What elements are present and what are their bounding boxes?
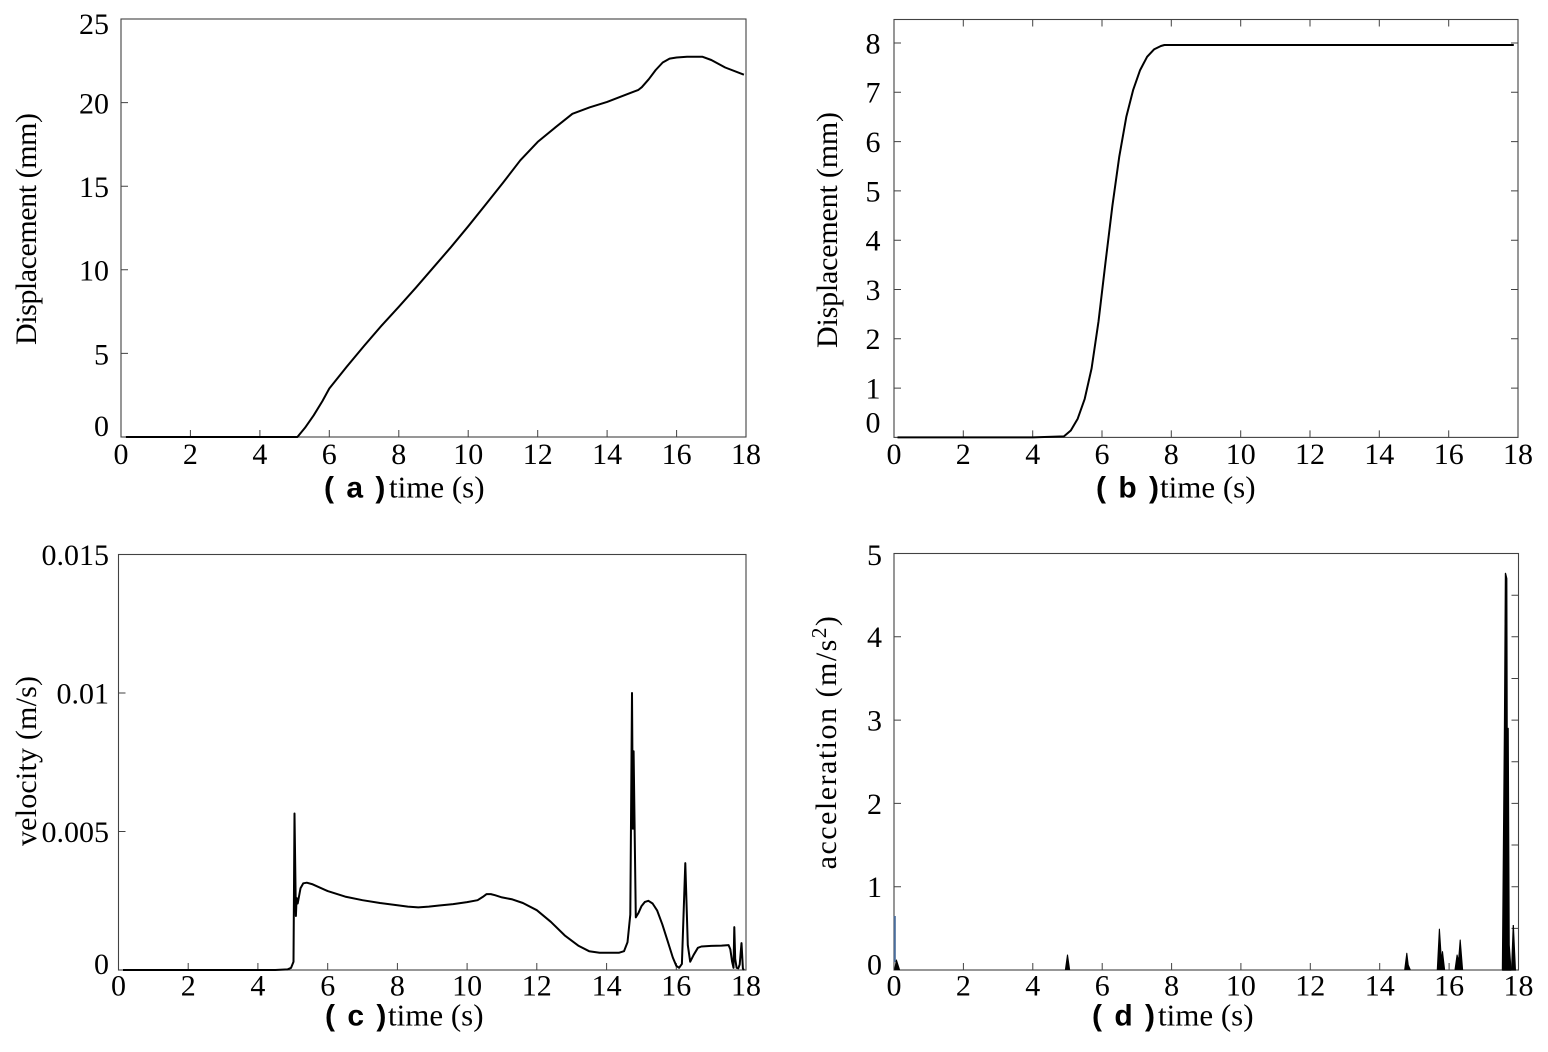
svg-text:1: 1 <box>867 871 882 904</box>
svg-text:5: 5 <box>866 175 881 208</box>
svg-text:10: 10 <box>79 255 109 288</box>
svg-text:2: 2 <box>866 323 881 356</box>
svg-text:( c ): ( c ) <box>325 1000 388 1033</box>
svg-text:0: 0 <box>887 438 902 471</box>
svg-text:6: 6 <box>866 126 881 159</box>
svg-text:2: 2 <box>181 970 196 1003</box>
svg-text:Displacement (mm): Displacement (mm) <box>811 112 844 348</box>
svg-text:10: 10 <box>453 438 483 471</box>
svg-text:2: 2 <box>183 438 198 471</box>
svg-text:14: 14 <box>592 438 622 471</box>
svg-text:8: 8 <box>1164 970 1179 1003</box>
svg-text:6: 6 <box>1095 970 1110 1003</box>
svg-text:0: 0 <box>867 948 882 981</box>
svg-text:7: 7 <box>866 77 881 110</box>
svg-text:5: 5 <box>867 539 882 572</box>
svg-text:time (s): time (s) <box>389 470 485 505</box>
svg-text:( d ): ( d ) <box>1092 1000 1157 1033</box>
svg-text:3: 3 <box>867 705 882 738</box>
svg-text:10: 10 <box>1226 438 1256 471</box>
svg-text:16: 16 <box>662 438 692 471</box>
svg-text:12: 12 <box>522 970 552 1003</box>
svg-text:8: 8 <box>866 27 881 60</box>
svg-text:3: 3 <box>866 274 881 307</box>
svg-text:16: 16 <box>661 970 691 1003</box>
svg-text:6: 6 <box>320 970 335 1003</box>
svg-text:0: 0 <box>94 948 109 981</box>
svg-text:time (s): time (s) <box>1158 998 1254 1033</box>
svg-text:14: 14 <box>592 970 622 1003</box>
svg-text:12: 12 <box>1295 970 1325 1003</box>
svg-text:velocity (m/s): velocity (m/s) <box>10 676 43 846</box>
svg-text:time (s): time (s) <box>388 998 484 1033</box>
svg-text:0: 0 <box>887 970 902 1003</box>
svg-text:18: 18 <box>731 970 761 1003</box>
svg-text:acceleration (m/s2): acceleration (m/s2) <box>807 615 843 870</box>
svg-text:time (s): time (s) <box>1160 470 1256 505</box>
svg-text:0.005: 0.005 <box>42 816 110 849</box>
svg-text:0: 0 <box>866 406 881 439</box>
svg-text:10: 10 <box>452 970 482 1003</box>
svg-text:6: 6 <box>322 438 337 471</box>
svg-text:16: 16 <box>1434 438 1464 471</box>
svg-text:10: 10 <box>1226 970 1256 1003</box>
svg-text:0.01: 0.01 <box>57 677 110 710</box>
svg-text:12: 12 <box>523 438 553 471</box>
svg-text:14: 14 <box>1365 970 1395 1003</box>
svg-text:2: 2 <box>956 438 971 471</box>
svg-text:25: 25 <box>79 8 109 41</box>
svg-text:15: 15 <box>79 171 109 204</box>
svg-text:8: 8 <box>390 970 405 1003</box>
svg-text:4: 4 <box>1025 438 1040 471</box>
svg-text:4: 4 <box>250 970 265 1003</box>
svg-text:6: 6 <box>1095 438 1110 471</box>
svg-text:8: 8 <box>1164 438 1179 471</box>
svg-text:Displacement (mm): Displacement (mm) <box>10 113 43 345</box>
svg-text:0: 0 <box>111 970 126 1003</box>
svg-text:( b ): ( b ) <box>1096 472 1161 505</box>
svg-text:2: 2 <box>956 970 971 1003</box>
svg-text:( a ): ( a ) <box>324 472 387 505</box>
svg-text:0: 0 <box>114 438 129 471</box>
svg-text:2: 2 <box>867 788 882 821</box>
svg-text:8: 8 <box>391 438 406 471</box>
svg-text:1: 1 <box>866 373 881 406</box>
svg-text:4: 4 <box>867 621 882 654</box>
svg-text:5: 5 <box>94 338 109 371</box>
svg-text:18: 18 <box>1504 970 1534 1003</box>
svg-text:4: 4 <box>1025 970 1040 1003</box>
svg-text:16: 16 <box>1434 970 1464 1003</box>
svg-text:18: 18 <box>1503 438 1533 471</box>
svg-text:20: 20 <box>79 87 109 120</box>
svg-text:4: 4 <box>866 225 881 258</box>
svg-text:14: 14 <box>1364 438 1394 471</box>
svg-text:12: 12 <box>1295 438 1325 471</box>
svg-text:0: 0 <box>94 410 109 443</box>
svg-text:0.015: 0.015 <box>42 539 110 572</box>
svg-text:4: 4 <box>252 438 267 471</box>
svg-text:18: 18 <box>731 438 761 471</box>
